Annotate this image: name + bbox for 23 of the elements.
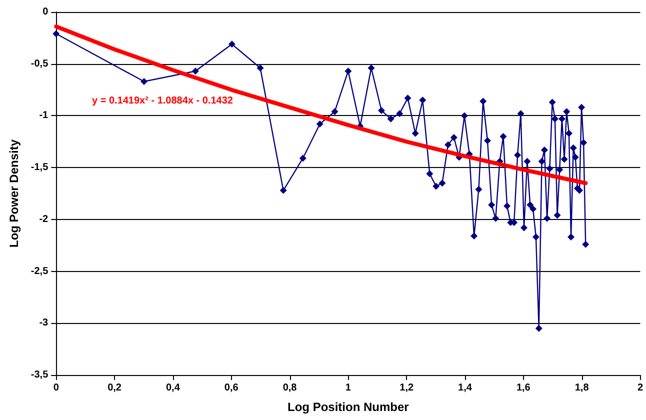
x-tick-label: 2 xyxy=(637,382,644,394)
y-axis-title: Log Power Density xyxy=(7,139,21,248)
line-series xyxy=(54,24,588,186)
y-tick-label: -1 xyxy=(39,110,49,122)
x-tick-label: 1,4 xyxy=(458,382,472,394)
x-tick-label: 0,2 xyxy=(108,382,122,394)
x-tick-label: 1,6 xyxy=(516,382,531,394)
y-tick-label: -3,5 xyxy=(30,370,49,380)
y-tick-label: 0 xyxy=(42,6,49,18)
annotation: y = 0.1419x² - 1.0884x - 0.1432 xyxy=(92,96,234,106)
x-tick-label: 0 xyxy=(53,382,60,394)
x-tick-label: 1,8 xyxy=(574,382,590,394)
y-tick-label: -2,5 xyxy=(30,266,49,277)
x-tick-label: 0,4 xyxy=(166,382,180,394)
y-tick-label: -1,5 xyxy=(30,162,49,174)
x-tick-label: 1 xyxy=(345,382,352,394)
x-axis-title: Log Position Number xyxy=(288,400,410,414)
y-tick-label: -0,5 xyxy=(30,58,49,70)
x-tick-label: 0,6 xyxy=(224,382,239,394)
y-tick-label: -3 xyxy=(39,318,49,329)
y-tick-label: -2 xyxy=(39,214,49,225)
x-tick-label: 1,2 xyxy=(400,382,414,394)
x-tick-label: 0,8 xyxy=(282,382,298,394)
